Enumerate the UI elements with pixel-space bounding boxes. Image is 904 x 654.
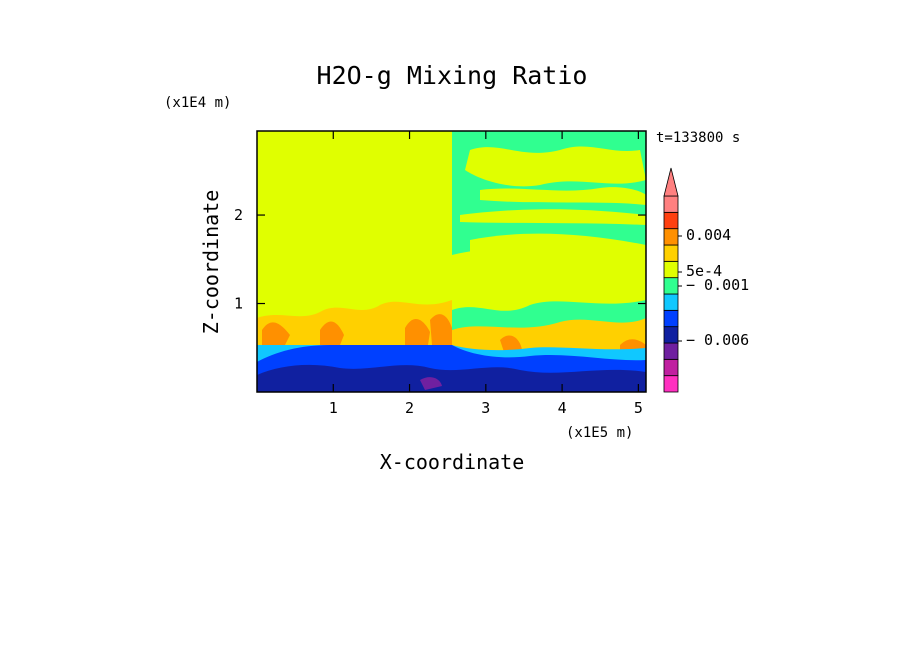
colorbar-segment: [663, 375, 679, 393]
x-tick-label: 5: [634, 399, 643, 417]
field-orange-plume: [320, 321, 344, 345]
field-orange-plume: [262, 322, 290, 345]
field-purple-spot: [420, 377, 442, 390]
x-tick-label: 3: [481, 399, 490, 417]
colorbar-label: 5e-4: [686, 262, 722, 280]
plot-frame: [256, 130, 647, 393]
colorbar-segment: [663, 244, 679, 262]
x-tick-label: 2: [405, 399, 414, 417]
colorbar-segment: [663, 277, 679, 295]
colorbar-segment: [663, 326, 679, 344]
field-orange-plume: [430, 314, 452, 345]
field-orange-plume: [405, 319, 430, 345]
chart-title: H2O-g Mixing Ratio: [317, 61, 588, 90]
x-unit-label: (x1E5 m): [566, 425, 633, 441]
y-tick-label: 2: [234, 206, 243, 224]
colorbar-label: 0.004: [686, 226, 731, 244]
field-dark-blue-layer: [257, 364, 646, 392]
colorbar-label: − 0.001: [686, 276, 749, 294]
y-axis-title: Z-coordinate: [199, 190, 223, 335]
y-unit-label: (x1E4 m): [164, 95, 231, 111]
x-tick-label: 4: [558, 399, 567, 417]
field-orange-band-left: [257, 300, 452, 345]
contour-field: [257, 131, 646, 392]
colorbar-segment: [663, 211, 679, 230]
x-tick-label: 1: [329, 399, 338, 417]
colorbar: 0.004 5e-4− 0.001 − 0.006: [663, 167, 749, 393]
field-right-yellow-patch: [465, 146, 646, 187]
y-axis-ticks: 12: [234, 206, 646, 313]
colorbar-segment: [663, 342, 679, 360]
field-right-yellow-patch: [480, 187, 646, 205]
x-axis-ticks: 1 2 3 4 5: [329, 131, 643, 417]
colorbar-segment: [663, 358, 679, 377]
y-tick-label: 1: [234, 295, 243, 313]
field-right-yellow-patch: [460, 209, 646, 225]
colorbar-extend-arrow: [663, 167, 679, 197]
colorbar-segment: [663, 260, 679, 279]
colorbar-segment: [663, 293, 679, 311]
x-axis-title: X-coordinate: [380, 450, 525, 474]
time-label: t=133800 s: [656, 130, 740, 146]
colorbar-segment: [663, 309, 679, 328]
colorbar-label: − 0.006: [686, 331, 749, 349]
colorbar-segment: [663, 228, 679, 246]
colorbar-segment: [663, 195, 679, 213]
